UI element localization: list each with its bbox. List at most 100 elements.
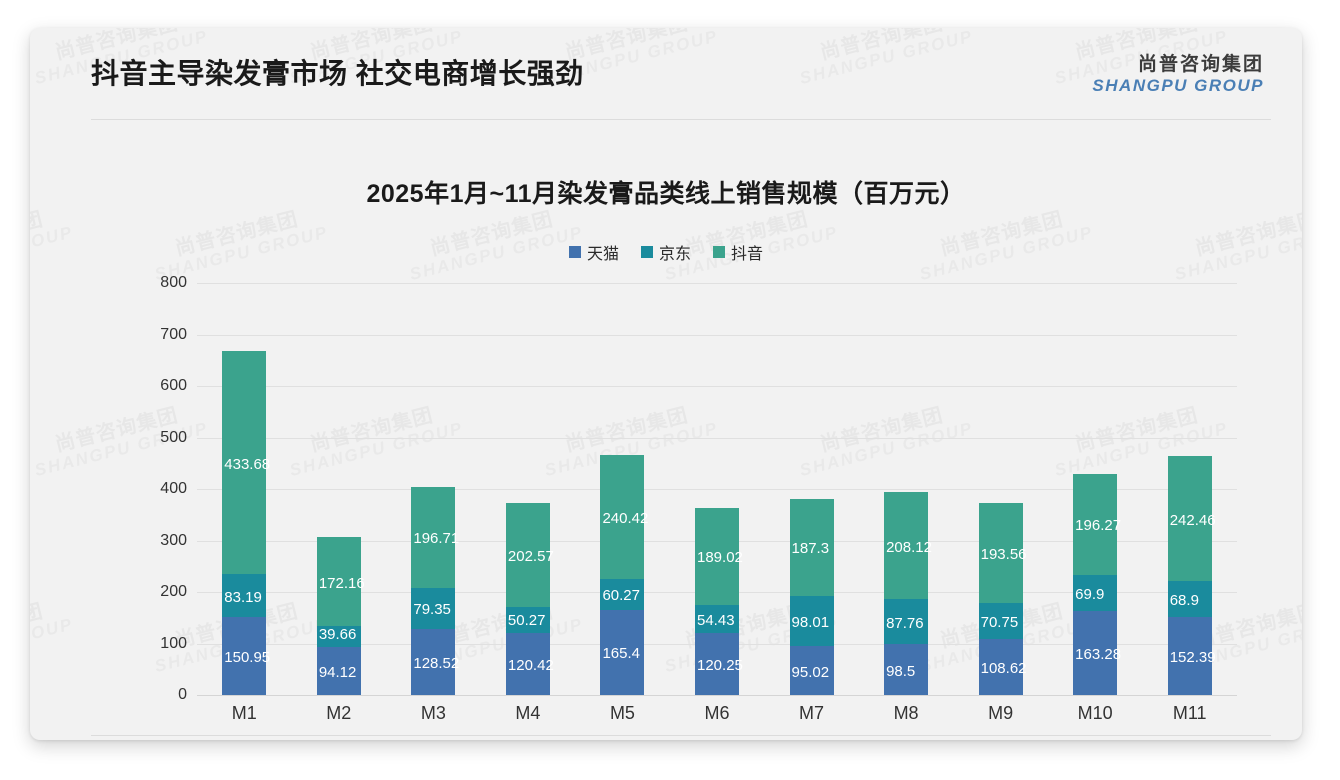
bar-group-M9[interactable]: 108.62 70.75 193.56 [978,502,1027,695]
bar-value-label: 98.01 [791,613,830,631]
bar-group-M3[interactable]: 128.52 79.35 196.71 [411,486,459,695]
bar-segment-京东-M8[interactable]: 87.76 [884,599,929,645]
bar-segment-京东-M7[interactable]: 98.01 [789,595,834,647]
bar-group-M8[interactable]: 98.5 87.76 208.12 [884,491,932,695]
bar-segment-抖音-M10[interactable]: 196.27 [1073,473,1121,575]
x-axis-tick-label: M8 [893,703,919,723]
slide-card: 尚普咨询集团 SHANGPU GROUP 尚普咨询集团 SHANGPU GROUP 尚普… [30,28,1302,740]
bar-segment-抖音-M4[interactable]: 202.57 [505,502,554,608]
legend-item-京东[interactable]: 京东 [640,240,691,264]
y-axis-tick-label: 400 [160,480,187,497]
bar-group-M10[interactable]: 163.28 69.9 196.27 [1073,473,1121,695]
legend-item-抖音[interactable]: 抖音 [713,240,763,264]
brand-logo-en: SHANGPU GROUP [1092,75,1264,95]
bar-value-label: 94.12 [318,663,357,681]
chart-title: 2025年1月~11月染发膏品类线上销售规模（百万元） [366,180,966,208]
bar-segment-天猫-M4[interactable]: 120.42 [505,632,554,695]
gridline [197,386,1237,387]
y-axis-tick-label: 300 [160,531,187,549]
y-axis-tick-label: 700 [160,325,187,343]
gridline [197,489,1237,490]
bar-value-label: 128.52 [413,654,460,672]
bar-segment-抖音-M6[interactable]: 189.02 [695,507,743,606]
bar-segment-抖音-M1[interactable]: 433.68 [222,351,270,575]
y-axis-tick-label: 600 [160,377,187,394]
bar-value-label: 187.3 [791,540,830,558]
bar-group-M6[interactable]: 120.25 54.43 189.02 [695,507,743,695]
gridline [197,695,1237,696]
bar-segment-天猫-M7[interactable]: 95.02 [789,646,834,695]
bar-segment-天猫-M1[interactable]: 150.95 [222,617,270,695]
bar-value-label: 208.12 [886,538,932,556]
bar-group-M1[interactable]: 150.95 83.19 433.68 [222,351,270,695]
bar-value-label: 433.68 [224,455,271,473]
bar-value-label: 79.35 [413,601,451,619]
bar-segment-京东-M9[interactable]: 70.75 [978,602,1023,640]
x-axis-tick-label: M6 [704,703,730,723]
x-axis-tick-label: M7 [799,703,825,723]
bar-value-label: 68.9 [1169,591,1199,609]
y-axis-tick-label: 100 [160,634,187,652]
bar-segment-抖音-M7[interactable]: 187.3 [789,499,834,596]
bar-group-M11[interactable]: 152.39 68.9 242.46 [1167,456,1216,695]
bar-group-M4[interactable]: 120.42 50.27 202.57 [505,502,554,695]
bar-value-label: 242.46 [1169,511,1216,529]
bar-segment-京东-M1[interactable]: 83.19 [222,574,267,618]
x-axis-tick-label: M9 [988,703,1014,723]
x-axis-tick-label: M11 [1172,703,1207,723]
bar-segment-天猫-M6[interactable]: 120.25 [695,633,743,695]
bar-segment-天猫-M10[interactable]: 163.28 [1073,610,1121,695]
bar-segment-京东-M3[interactable]: 79.35 [411,587,456,629]
bar-segment-天猫-M2[interactable]: 94.12 [316,646,361,695]
x-axis-tick-label: M2 [326,703,352,723]
bar-segment-天猫-M8[interactable]: 98.5 [884,644,929,695]
legend-swatch-icon [568,246,581,258]
legend-item-天猫[interactable]: 天猫 [568,240,619,264]
bar-segment-天猫-M3[interactable]: 128.52 [411,628,459,695]
bar-value-label: 152.39 [1169,648,1216,666]
bar-segment-天猫-M5[interactable]: 165.4 [600,609,645,695]
gridline [197,334,1237,336]
bar-segment-抖音-M2[interactable]: 172.16 [316,537,365,627]
gridline [197,437,1237,439]
x-axis-tick-label: M10 [1077,703,1113,723]
bar-value-label: 202.57 [507,547,554,565]
bar-value-label: 196.71 [413,530,460,548]
bar-group-M2[interactable]: 94.12 39.66 172.16 [316,537,365,695]
bar-value-label: 240.42 [602,509,649,527]
bar-segment-抖音-M9[interactable]: 193.56 [978,502,1027,603]
bar-value-label: 60.27 [602,587,640,605]
x-axis-tick-label: M5 [609,703,635,723]
bar-segment-京东-M10[interactable]: 69.9 [1073,574,1118,611]
bar-segment-天猫-M11[interactable]: 152.39 [1167,616,1216,695]
bar-segment-京东-M6[interactable]: 54.43 [695,605,739,634]
bar-series-container: 150.95 83.19 433.68 94.12 39.66 172.16 128.52 7… [197,283,1237,695]
bar-group-M5[interactable]: 165.4 60.27 240.42 [600,454,648,695]
bar-value-label: 120.42 [507,657,554,674]
bar-value-label: 189.02 [697,549,743,567]
x-axis-tick-label: M4 [515,703,541,723]
bar-segment-抖音-M8[interactable]: 208.12 [884,491,932,600]
bar-segment-天猫-M9[interactable]: 108.62 [978,639,1027,695]
bar-value-label: 108.62 [980,660,1027,678]
bar-segment-京东-M5[interactable]: 60.27 [600,578,645,610]
legend-label: 天猫 [586,246,619,263]
bar-segment-抖音-M11[interactable]: 242.46 [1167,456,1216,582]
bar-value-label: 120.25 [697,657,743,675]
slide-header: 抖音主导染发膏市场 社交电商增长强劲 尚普咨询集团 SHANGPU GROUP [30,28,1302,116]
bar-group-M7[interactable]: 95.02 98.01 187.3 [789,499,834,695]
bar-segment-京东-M11[interactable]: 68.9 [1167,581,1212,617]
bar-value-label: 95.02 [791,663,830,681]
bar-segment-抖音-M3[interactable]: 196.71 [411,486,459,588]
bar-value-label: 69.9 [1075,585,1105,603]
x-axis-tick-label: M1 [231,703,257,723]
bar-segment-京东-M4[interactable]: 50.27 [505,607,550,633]
footer-divider [91,735,1271,736]
bar-value-label: 87.76 [886,614,924,632]
bar-value-label: 39.66 [318,625,357,643]
bar-segment-京东-M2[interactable]: 39.66 [316,626,361,647]
brand-logo-cn: 尚普咨询集团 [1137,54,1264,75]
bar-value-label: 193.56 [980,545,1027,563]
x-axis-tick-label: M3 [420,703,446,723]
bar-segment-抖音-M5[interactable]: 240.42 [600,454,648,579]
